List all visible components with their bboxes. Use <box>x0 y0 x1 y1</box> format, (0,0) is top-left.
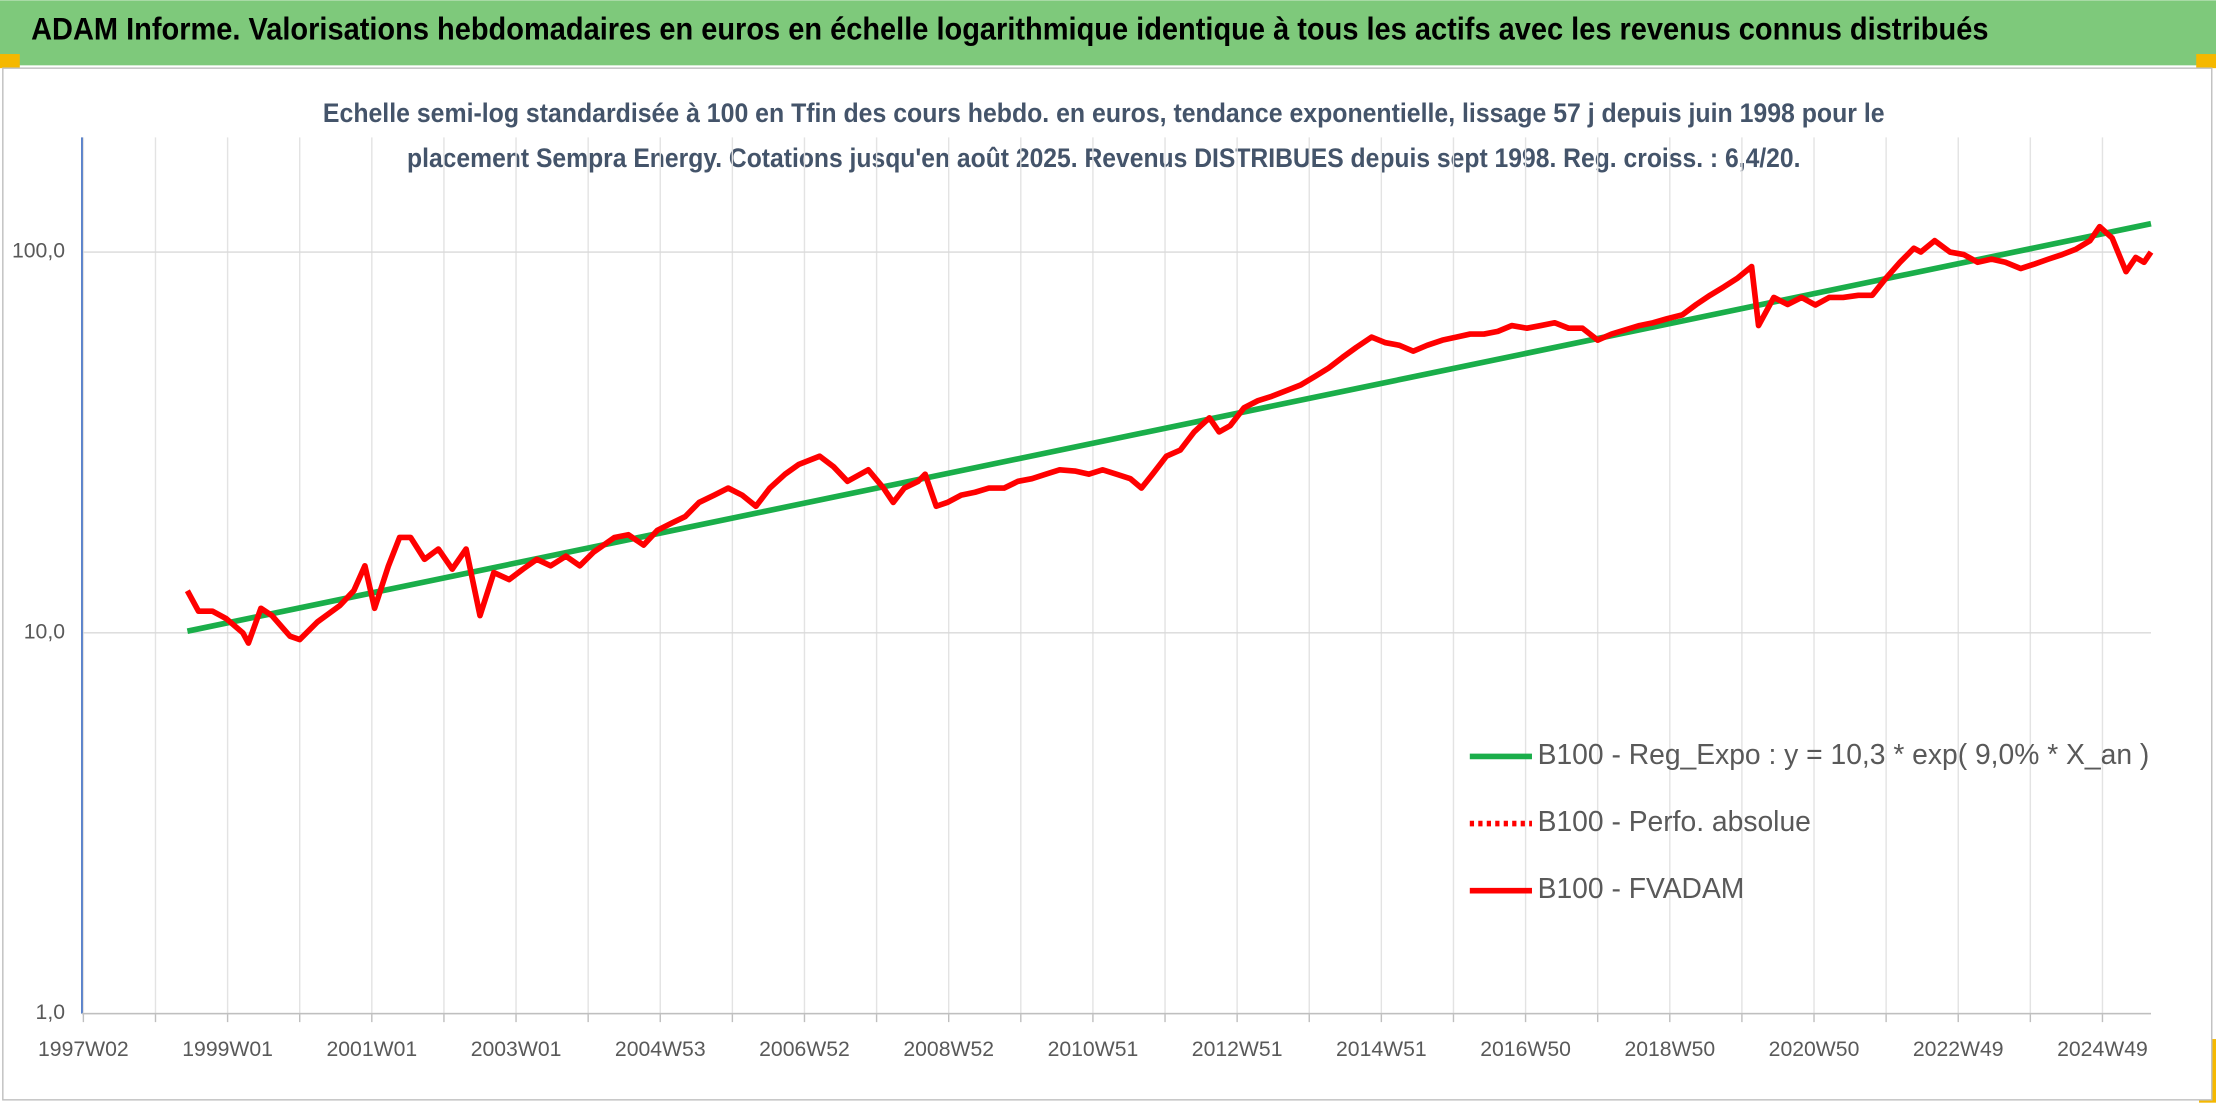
y-tick-label: 10,0 <box>24 620 65 643</box>
y-tick-label: 100,0 <box>12 240 65 263</box>
chart-subtitle: Echelle semi-log standardisée à 100 en T… <box>323 98 1885 128</box>
x-tick-label: 1997W02 <box>38 1038 129 1061</box>
x-tick-label: 2012W51 <box>1192 1038 1283 1061</box>
x-tick-label: 2008W52 <box>903 1038 994 1061</box>
x-tick-label: 2014W51 <box>1336 1038 1427 1061</box>
legend-label: B100 - Reg_Expo : y = 10,3 * exp( 9,0% *… <box>1538 738 2150 770</box>
legend-label: B100 - FVADAM <box>1538 872 1745 904</box>
x-tick-label: 2010W51 <box>1048 1038 1139 1061</box>
x-tick-label: 2004W53 <box>615 1038 706 1061</box>
x-tick-label: 2020W50 <box>1769 1038 1860 1061</box>
x-tick-label: 2001W01 <box>326 1038 417 1061</box>
chart-subtitle: placement Sempra Energy. Cotations jusqu… <box>407 143 1800 173</box>
corner-mark <box>2196 54 2216 69</box>
x-tick-label: 2016W50 <box>1480 1038 1571 1061</box>
x-tick-label: 2024W49 <box>2057 1038 2148 1061</box>
x-tick-label: 2006W52 <box>759 1038 850 1061</box>
y-tick-label: 1,0 <box>36 1001 65 1024</box>
x-tick-label: 2003W01 <box>471 1038 562 1061</box>
legend-label: B100 - Perfo. absolue <box>1538 805 1811 837</box>
chart-frame <box>2 67 2213 1101</box>
corner-mark <box>0 54 20 69</box>
data-line <box>184 223 2154 646</box>
chart-title: ADAM Informe. Valorisations hebdomadaire… <box>31 12 1988 47</box>
x-tick-label: 2018W50 <box>1624 1038 1715 1061</box>
data-line <box>186 220 2152 634</box>
x-tick-label: 1999W01 <box>182 1038 273 1061</box>
x-tick-label: 2022W49 <box>1913 1038 2004 1061</box>
header-band <box>0 0 2216 66</box>
